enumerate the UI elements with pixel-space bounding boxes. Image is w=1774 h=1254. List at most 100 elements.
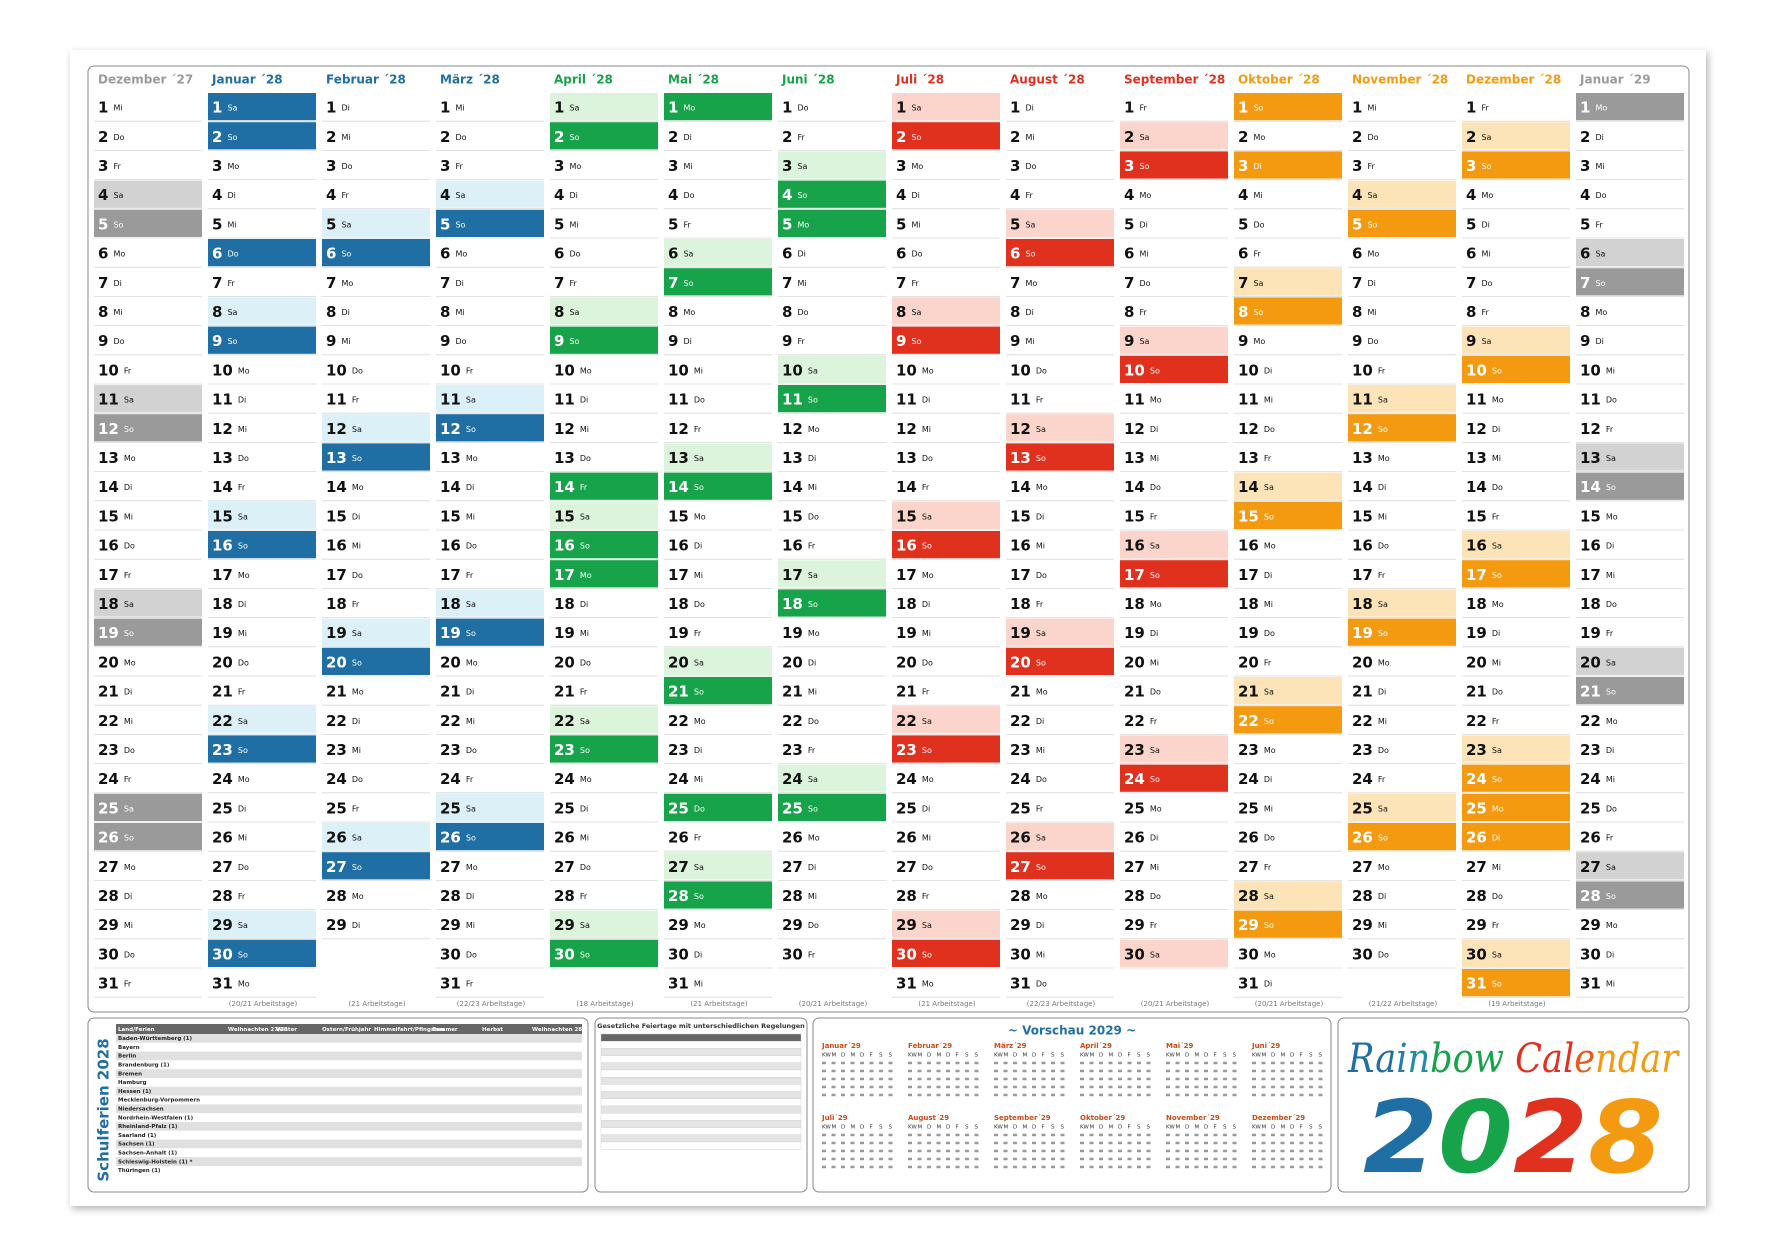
day-number: 3 (1466, 157, 1476, 175)
weekday: So (124, 833, 134, 842)
day-number: 23 (212, 741, 233, 759)
saturday-cell (664, 852, 772, 880)
day-cell: 23 Di (668, 741, 702, 759)
day-cell: 1 Di (1010, 98, 1034, 116)
preview-weekday: F (1128, 1125, 1131, 1131)
day-cell: 15 Mi (1352, 507, 1387, 525)
day-cell: 12 Di (1466, 419, 1500, 437)
preview-weekday: M (1176, 1053, 1181, 1059)
day-cell: 28 Fr (212, 887, 246, 905)
saturday-cell (1234, 268, 1342, 296)
day-number: 9 (212, 332, 222, 350)
weekday: Do (1025, 162, 1036, 171)
day-number: 24 (326, 770, 347, 788)
day-cell: 9 Di (1580, 332, 1604, 350)
weekday: Di (580, 395, 588, 404)
day-number: 30 (1010, 945, 1031, 963)
weekday: Di (1606, 950, 1614, 959)
day-cell: 14 Mo (1010, 478, 1048, 496)
weekday: Do (352, 775, 363, 784)
weekday: Mi (352, 541, 361, 550)
holiday-cell (1462, 151, 1570, 179)
table-header: Land/Ferien (118, 1027, 155, 1033)
weekday: Do (1492, 483, 1503, 492)
weekday: Do (124, 746, 135, 755)
preview-month: Dezember´29 (1252, 1114, 1305, 1122)
weekday: Mi (1036, 950, 1045, 959)
weekday: Mo (694, 921, 706, 930)
day-cell: 16 Sa (1466, 536, 1502, 554)
day-number: 14 (782, 478, 803, 496)
holiday-cell (1234, 910, 1342, 938)
day-cell: 28 Fr (896, 887, 930, 905)
weekday: Mo (580, 570, 592, 579)
day-number: 2 (1466, 127, 1476, 145)
day-number: 5 (1466, 215, 1476, 233)
day-cell: 11 Sa (1352, 390, 1388, 408)
weekday: Di (238, 600, 246, 609)
day-number: 10 (782, 361, 803, 379)
day-number: 24 (98, 770, 119, 788)
day-cell: 13 So (1010, 449, 1046, 467)
day-cell: 3 Fr (1352, 157, 1375, 175)
weekday: Fr (1492, 921, 1500, 930)
day-number: 23 (1466, 741, 1487, 759)
day-number: 13 (1124, 449, 1145, 467)
preview-weekday: S (975, 1053, 979, 1059)
weekday: Mi (352, 746, 361, 755)
month-footer: (20/21 Arbeitstage) (1141, 1000, 1210, 1008)
weekday: So (238, 541, 248, 550)
day-cell: 13 Di (782, 449, 816, 467)
holiday-cell (1462, 764, 1570, 792)
weekday: So (1492, 775, 1502, 784)
day-cell: 16 Fr (782, 536, 816, 554)
day-cell: 26 Do (1238, 828, 1275, 846)
day-number: 6 (212, 244, 222, 262)
saturday-cell (1576, 239, 1684, 267)
day-cell: 30 Sa (1466, 945, 1502, 963)
day-cell: 11 So (782, 390, 818, 408)
day-cell: 3 Fr (98, 157, 121, 175)
weekday: Mi (922, 833, 931, 842)
saturday-cell (436, 385, 544, 413)
day-cell: 22 Fr (1466, 711, 1500, 729)
day-cell: 26 Di (1124, 828, 1158, 846)
day-cell: 13 Mi (1466, 449, 1501, 467)
day-number: 28 (782, 887, 803, 905)
weekday: Sa (1139, 132, 1149, 141)
day-number: 21 (1580, 682, 1601, 700)
weekday: Do (1264, 833, 1275, 842)
day-cell: 14 So (668, 478, 704, 496)
day-number: 8 (212, 303, 222, 321)
holiday-cell (550, 560, 658, 588)
saturday-cell (1348, 589, 1456, 617)
day-number: 2 (1238, 127, 1248, 145)
day-number: 16 (1010, 536, 1031, 554)
day-number: 11 (554, 390, 575, 408)
day-cell: 5 Mi (896, 215, 921, 233)
weekday: Sa (569, 308, 579, 317)
weekday: Di (1025, 103, 1033, 112)
saturday-cell (208, 910, 316, 938)
weekday: Di (124, 483, 132, 492)
day-cell: 2 Do (98, 127, 125, 145)
day-number: 2 (440, 127, 450, 145)
weekday: Sa (580, 512, 590, 521)
day-cell: 2 So (896, 127, 922, 145)
day-cell: 27 Mo (1352, 857, 1390, 875)
preview-weekday: D (1118, 1053, 1122, 1059)
day-number: 22 (896, 711, 917, 729)
day-number: 30 (1466, 945, 1487, 963)
logo-panel (1337, 1017, 1690, 1193)
day-number: 18 (782, 595, 803, 613)
day-number: 14 (1124, 478, 1145, 496)
day-number: 2 (896, 127, 906, 145)
day-cell: 29 Fr (1466, 916, 1500, 934)
day-cell: 2 Do (440, 127, 467, 145)
holiday-cell (892, 735, 1000, 763)
day-cell: 22 Do (782, 711, 819, 729)
day-number: 19 (326, 624, 347, 642)
day-cell: 3 So (1124, 157, 1150, 175)
weekday: So (352, 658, 362, 667)
day-number: 5 (782, 215, 792, 233)
